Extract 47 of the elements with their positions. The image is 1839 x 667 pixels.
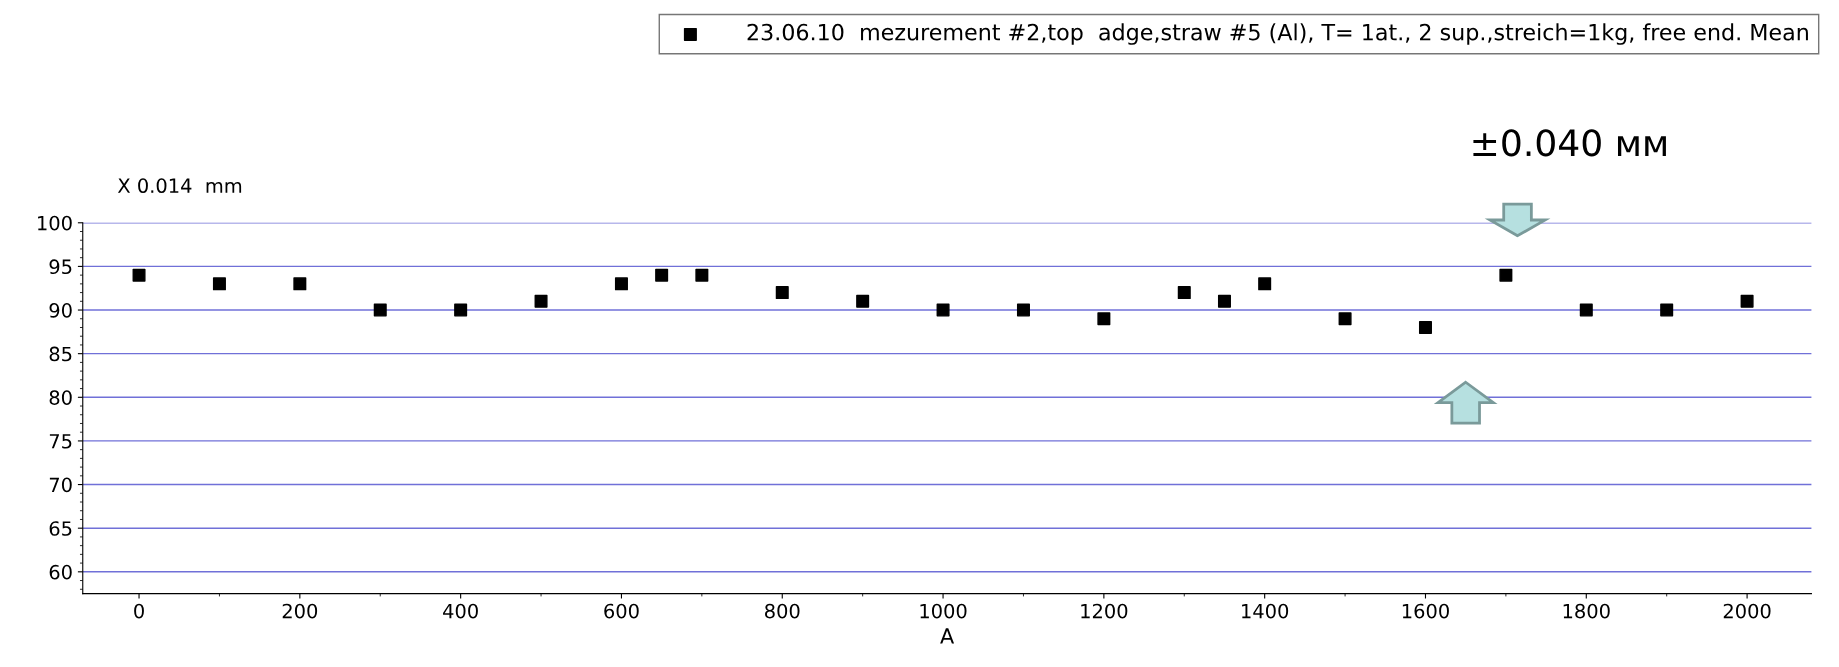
point [1217,294,1231,308]
point [212,277,226,291]
point [856,294,870,308]
y-tick-label: 70 [49,477,72,493]
x-tick-label: 1800 [1563,603,1610,619]
x-tick-label: 600 [604,603,639,619]
point [373,303,387,317]
x-tick-label: 0 [134,603,144,619]
point [132,268,146,282]
point [1258,277,1272,291]
point [695,268,709,282]
y-tick-label: 80 [49,390,72,405]
y-tick-label: 65 [49,521,72,536]
point [454,303,468,317]
y-axis-title: X 0.014 mm [117,178,242,194]
point [1338,312,1352,326]
x-tick-label: 200 [282,603,318,619]
x-tick-label: 1000 [920,603,967,619]
point [293,277,307,291]
point [534,294,548,308]
y-tick-label: 85 [49,346,72,362]
point [1740,294,1754,308]
y-tick-label: 90 [49,302,72,318]
y-tick-label: 95 [49,259,72,275]
point [1418,320,1432,334]
x-tick-label: 1600 [1402,603,1449,619]
legend-label: 23.06.10 mezurement #2,top adge,straw #5 (Al), T= 1at., 2 sup.,streich=1kg, free end. Mean [747,23,1808,45]
point [1660,303,1674,317]
point [1016,303,1030,317]
point [655,268,669,282]
point [1097,312,1111,326]
point [614,277,628,291]
point [936,303,950,317]
point [1499,268,1513,282]
x-tick-label: 2000 [1723,603,1771,619]
point [775,286,789,300]
x-tick-label: 1400 [1242,603,1289,619]
y-tick-label: 100 [38,215,72,231]
x-axis-title: A [940,628,955,644]
x-tick-label: 1200 [1081,603,1128,619]
x-tick-label: 400 [443,603,478,619]
point [1177,286,1191,300]
y-tick-label: 60 [49,564,72,580]
x-tick-label: 800 [765,603,800,619]
y-tick-label: 75 [49,434,72,449]
point [1579,303,1593,317]
text: ±0.040 мм [1473,129,1666,157]
